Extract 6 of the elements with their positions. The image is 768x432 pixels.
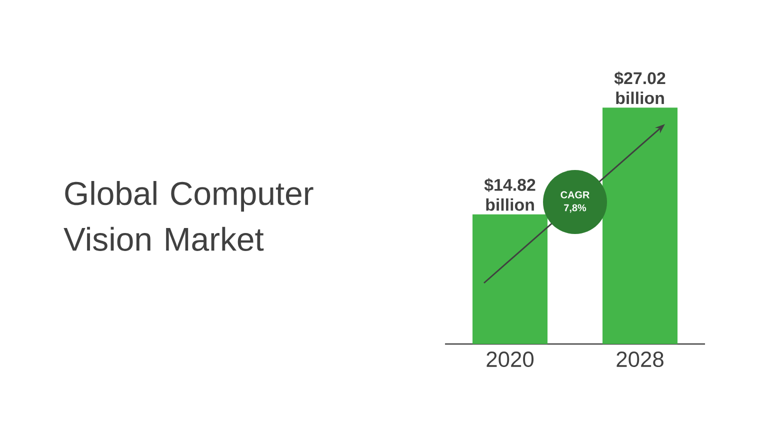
x-tick-label: 2028 [616, 352, 664, 368]
text: Global Computer Vision Market [64, 181, 314, 251]
data-label: $14.82 billion [484, 178, 536, 211]
data-label: $27.02 billion [614, 71, 666, 104]
x-tick-label: 2020 [486, 352, 534, 368]
annotation: CAGR 7,8% [560, 191, 590, 213]
